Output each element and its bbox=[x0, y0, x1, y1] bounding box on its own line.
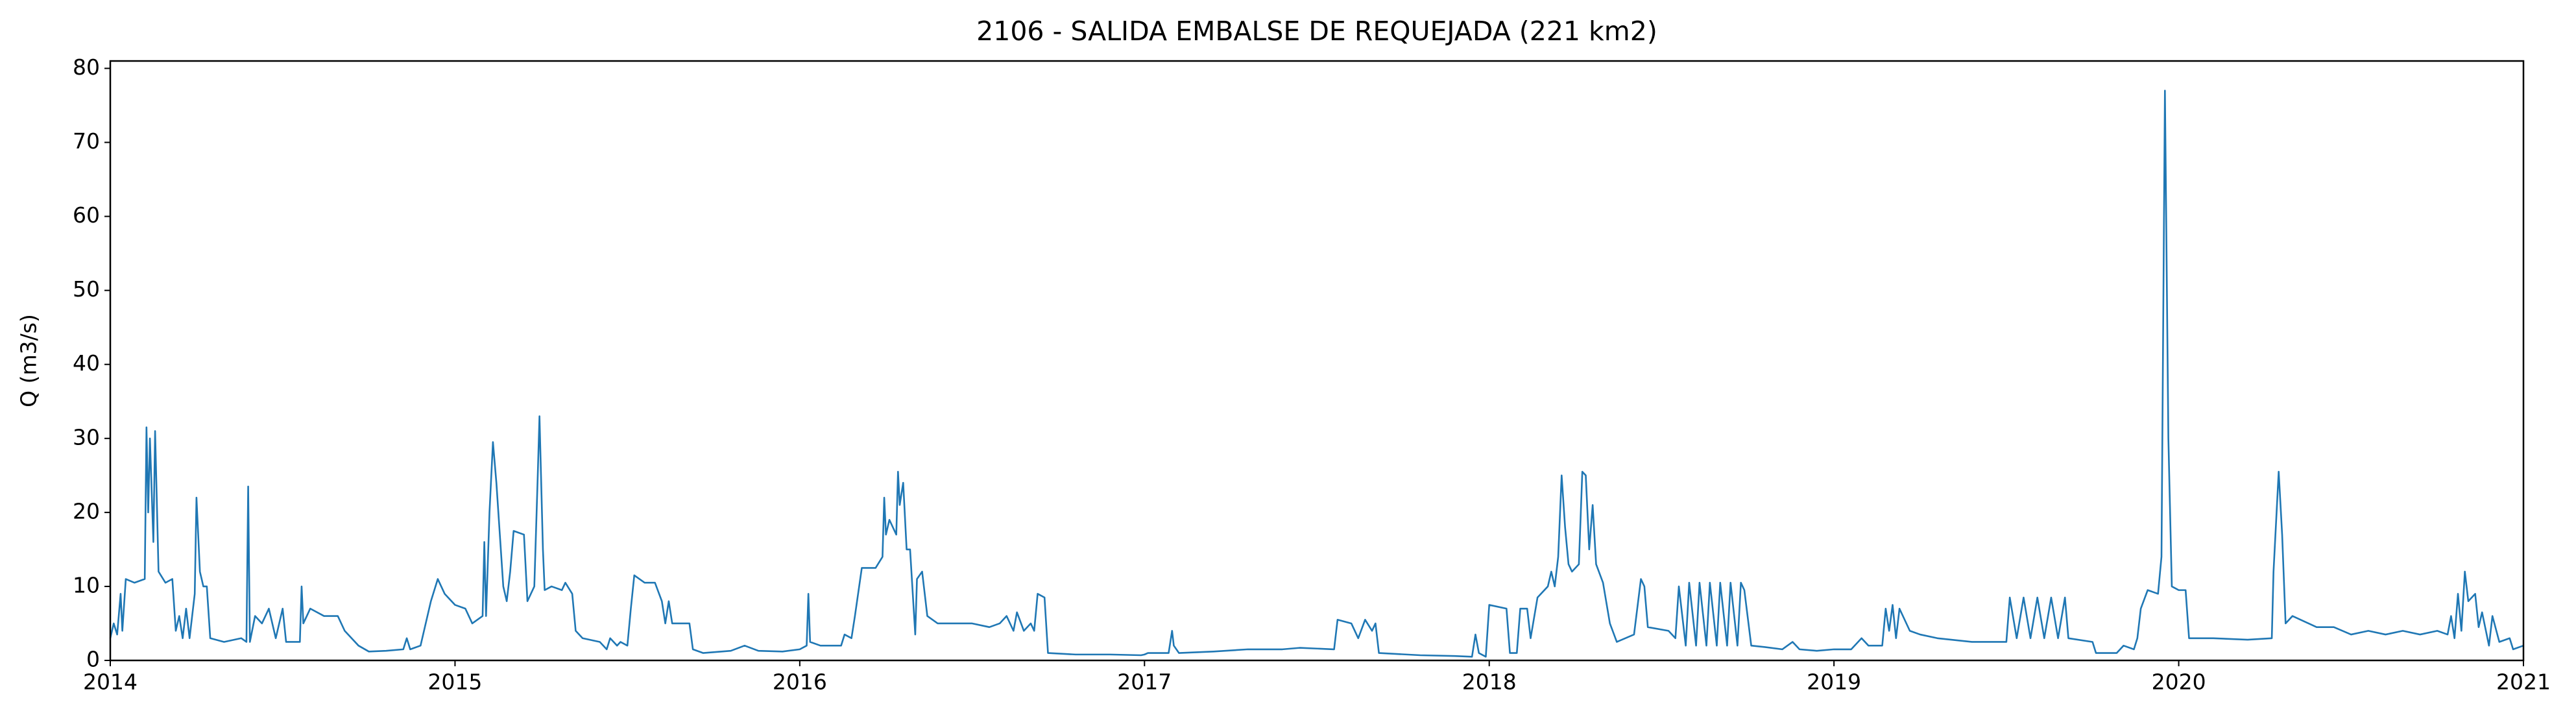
y-tick-label: 30 bbox=[73, 424, 100, 450]
plot-frame bbox=[109, 60, 2525, 662]
y-tick-label: 60 bbox=[73, 202, 100, 228]
y-tick-label: 40 bbox=[73, 350, 100, 376]
x-tick-label: 2018 bbox=[1462, 670, 1517, 695]
y-tick-label: 0 bbox=[86, 647, 100, 672]
y-axis-label: Q (m3/s) bbox=[16, 314, 42, 407]
data-line bbox=[109, 90, 2524, 658]
x-tick-label: 2015 bbox=[427, 670, 482, 695]
y-tick-label: 70 bbox=[73, 128, 100, 154]
y-tick-label: 80 bbox=[73, 54, 100, 80]
y-tick-label: 10 bbox=[73, 572, 100, 597]
x-tick-label: 2017 bbox=[1117, 670, 1172, 695]
y-tick-label: 50 bbox=[73, 276, 100, 302]
x-tick-label: 2016 bbox=[773, 670, 827, 695]
chart-title: 2106 - SALIDA EMBALSE DE REQUEJADA (221 … bbox=[976, 16, 1657, 47]
x-tick-label: 2019 bbox=[1807, 670, 1861, 695]
x-tick-label: 2020 bbox=[2152, 670, 2206, 695]
x-tick-label: 2021 bbox=[2496, 670, 2551, 695]
x-tick-label: 2014 bbox=[83, 670, 138, 695]
y-tick-label: 20 bbox=[73, 498, 100, 524]
